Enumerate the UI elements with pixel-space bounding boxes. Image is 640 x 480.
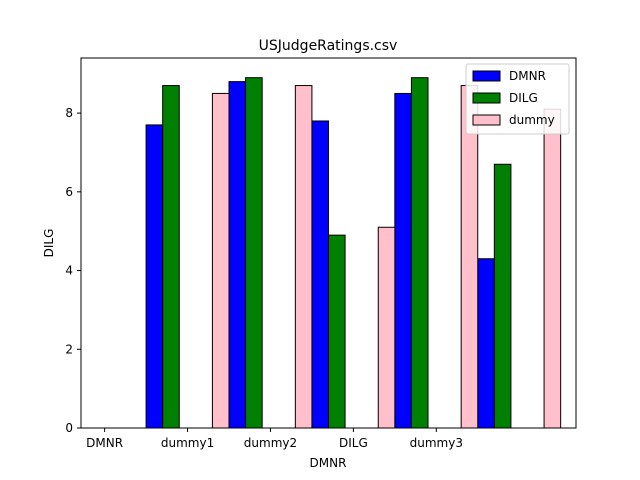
bar-dmnr-2 xyxy=(311,120,329,429)
legend-swatch-dilg xyxy=(472,92,501,104)
bar-dmnr-1 xyxy=(228,81,247,429)
bar-dilg-4 xyxy=(493,163,512,429)
x-tick-label: dummy1 xyxy=(161,436,214,450)
bar-dummy-4 xyxy=(543,108,562,429)
y-axis: 0 2 4 6 8 xyxy=(65,106,81,435)
bar-dummy-0 xyxy=(211,92,230,429)
x-tick-label: dummy3 xyxy=(410,436,463,450)
x-axis: DMNR dummy1 dummy2 DILG dummy3 xyxy=(86,428,463,450)
plot-bars xyxy=(145,77,562,429)
bar-dummy-3 xyxy=(460,85,479,429)
bar-dilg-3 xyxy=(410,77,429,429)
y-tick-label: 6 xyxy=(65,185,73,199)
y-tick-label: 2 xyxy=(65,342,73,356)
bar-dilg-1 xyxy=(245,77,263,429)
bar-dummy-1 xyxy=(294,85,313,429)
legend: DMNR DILG dummy xyxy=(465,63,570,135)
bar-dilg-2 xyxy=(328,234,346,429)
x-tick-label: dummy2 xyxy=(244,436,297,450)
x-tick-label: DILG xyxy=(339,436,368,450)
bar-dmnr-4 xyxy=(477,258,495,429)
y-tick-label: 0 xyxy=(65,421,73,435)
bar-dilg-0 xyxy=(162,85,180,429)
x-tick-label: DMNR xyxy=(86,436,123,450)
chart-title: USJudgeRatings.csv xyxy=(259,38,398,54)
plot-frame xyxy=(80,57,577,429)
legend-label-dummy: dummy xyxy=(509,113,555,127)
legend-swatch-dummy xyxy=(472,114,501,126)
y-tick-label: 4 xyxy=(65,264,73,278)
x-axis-label: DMNR xyxy=(310,456,347,470)
bar-dmnr-3 xyxy=(394,92,412,429)
legend-label-dmnr: DMNR xyxy=(509,69,546,83)
legend-label-dilg: DILG xyxy=(509,91,538,105)
y-tick-label: 8 xyxy=(65,106,73,120)
bar-dummy-2 xyxy=(377,226,396,429)
bar-dmnr-0 xyxy=(145,124,164,429)
legend-swatch-dmnr xyxy=(472,70,501,82)
y-axis-label: DILG xyxy=(42,229,56,258)
